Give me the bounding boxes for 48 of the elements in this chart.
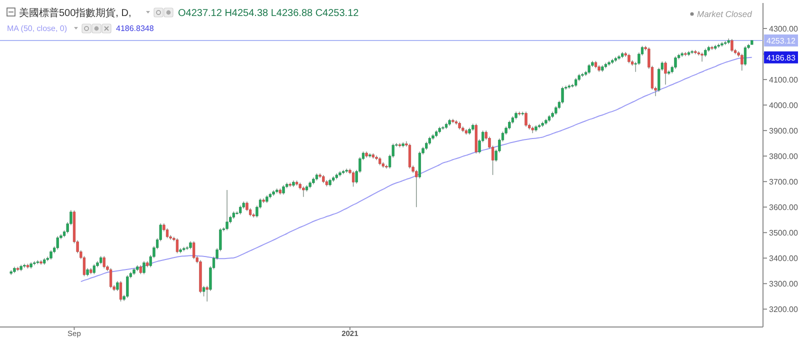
text: 美國標普500指數期貨, D, xyxy=(19,7,132,19)
candlestick xyxy=(628,53,630,64)
candlestick xyxy=(192,240,196,260)
y-tick-label: 3300.00 xyxy=(769,280,798,289)
annotation: 4186.8348 xyxy=(116,24,154,33)
text: O4237.12 H4254.38 L4236.88 C4253.12 xyxy=(178,8,360,19)
candlestick xyxy=(92,264,96,275)
y-tick-label: 4000.00 xyxy=(769,101,798,110)
candlestick xyxy=(226,190,228,231)
candlestick xyxy=(126,274,129,298)
candlestick xyxy=(524,111,528,128)
candlestick xyxy=(408,143,412,169)
candlestick xyxy=(588,64,590,74)
candlestick xyxy=(352,170,355,188)
candlestick xyxy=(415,169,418,208)
candlestick xyxy=(116,280,119,292)
candlestick xyxy=(102,256,106,269)
ref-line-label: 4253.12 xyxy=(766,36,796,46)
candlestick xyxy=(664,61,667,85)
candlestick xyxy=(119,280,122,302)
candlestick xyxy=(740,53,744,71)
candlestick xyxy=(282,184,285,195)
y-tick-label: 3800.00 xyxy=(769,152,798,162)
candlestick xyxy=(176,238,179,254)
candlestick xyxy=(730,38,734,52)
y-tick-label: 3400.00 xyxy=(769,254,798,264)
y-tick-label: 4300.00 xyxy=(769,24,798,34)
candlestick xyxy=(302,186,305,198)
candlestick xyxy=(142,260,146,275)
candlestick xyxy=(56,236,59,250)
y-tick-label: 3900.00 xyxy=(769,126,798,136)
annotation: Market Closed xyxy=(697,9,752,19)
candlestick xyxy=(166,228,169,239)
text: MA (50, close, 0) xyxy=(7,24,68,33)
candlestick xyxy=(40,260,42,266)
annotation: 4186.83 xyxy=(766,53,796,62)
candlestick xyxy=(700,52,704,62)
y-tick-label: 3600.00 xyxy=(769,203,798,212)
line-series xyxy=(80,56,752,282)
y-tick-label: 3700.00 xyxy=(769,178,798,187)
candlestick xyxy=(744,46,747,66)
candlestick xyxy=(109,268,112,289)
candlestick xyxy=(206,286,208,302)
candlestick xyxy=(674,56,677,70)
y-tick-label: 3500.00 xyxy=(769,228,798,238)
candlestick xyxy=(50,250,52,260)
y-tick-label: 4100.00 xyxy=(769,76,798,85)
y-tick-label: 3200.00 xyxy=(769,305,798,314)
